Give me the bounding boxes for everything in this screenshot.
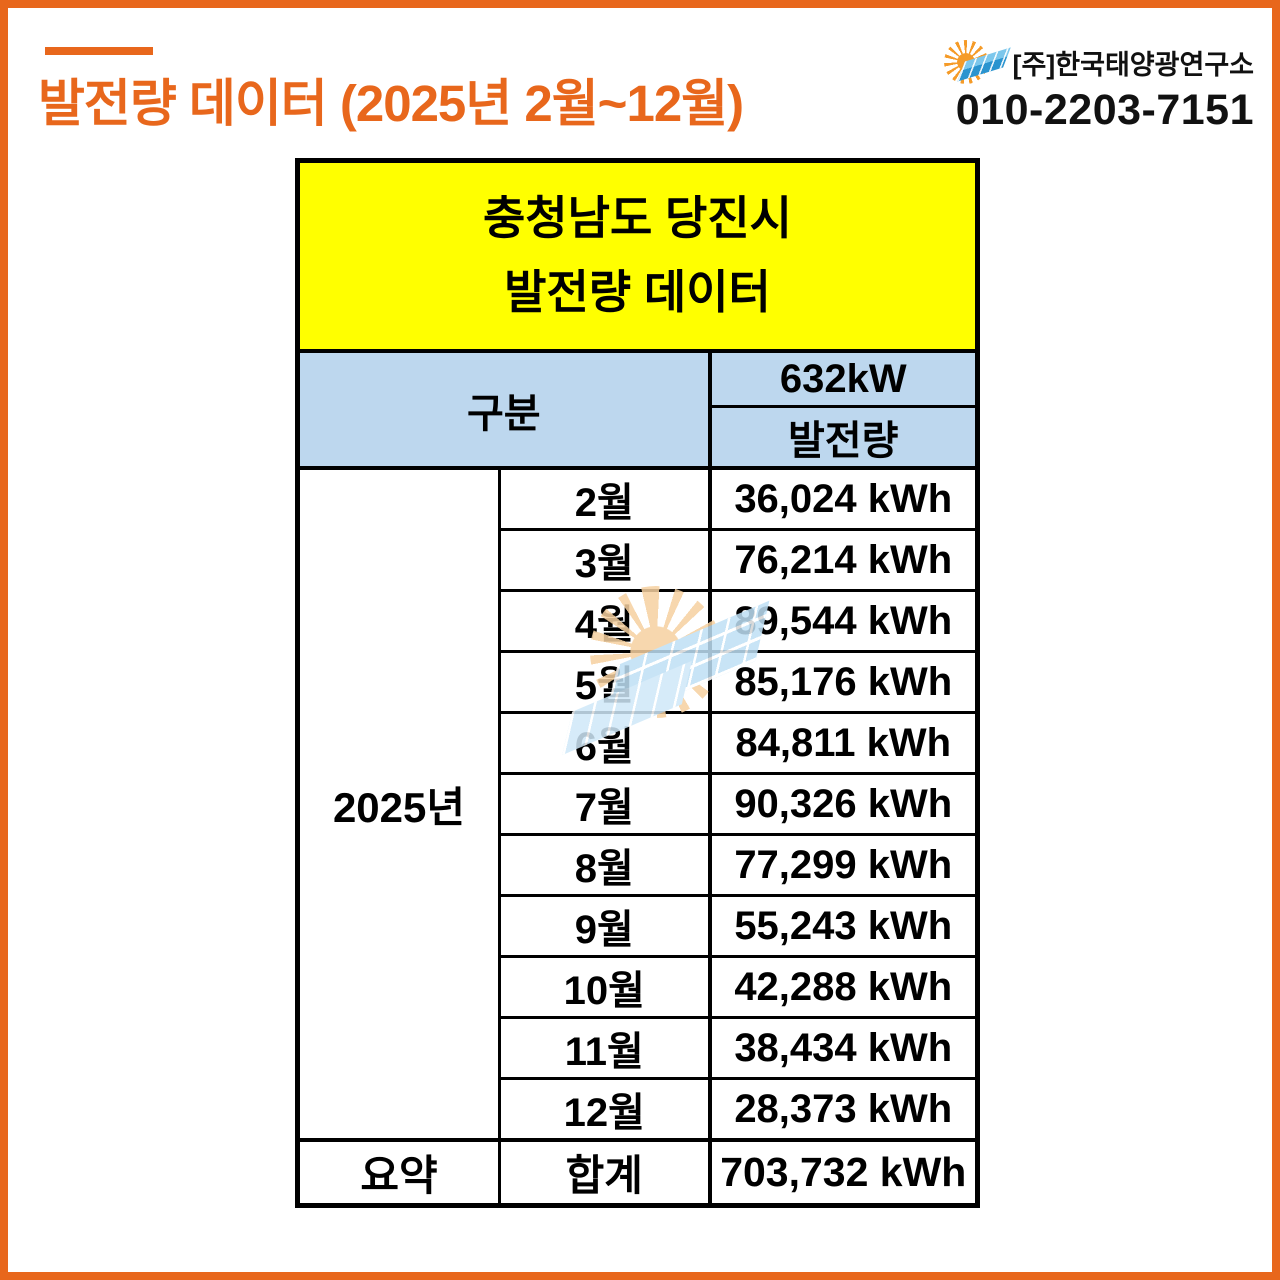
value-cell: 42,288 kWh	[707, 955, 981, 1019]
summary-total-value-cell: 703,732 kWh	[707, 1138, 981, 1208]
header-category-cell: 구분	[295, 349, 712, 470]
page-title: 발전량 데이터 (2025년 2월~12월)	[38, 75, 744, 132]
month-cell: 7월	[498, 772, 712, 836]
table-row: 3월 76,214 kWh	[298, 528, 981, 592]
value-cell: 77,299 kWh	[707, 833, 981, 897]
value-cell: 84,811 kWh	[707, 711, 981, 775]
header-capacity-cell: 632kW	[707, 349, 981, 408]
table-row: 7월 90,326 kWh	[298, 772, 981, 836]
brand-block: [주]한국태양광연구소 010-2203-7151	[944, 38, 1254, 135]
month-cell: 12월	[498, 1077, 712, 1142]
value-cell: 76,214 kWh	[707, 528, 981, 592]
value-cell: 36,024 kWh	[707, 466, 981, 531]
month-cell: 8월	[498, 833, 712, 897]
value-cell: 55,243 kWh	[707, 894, 981, 958]
generation-table-container: 충청남도 당진시 발전량 데이터 구분 632kW 발전량 2025년 2월 3…	[294, 158, 981, 1208]
brand-row: [주]한국태양광연구소	[944, 38, 1254, 86]
table-row: 11월 38,434 kWh	[298, 1016, 981, 1080]
header-row-1: 구분 632kW	[295, 349, 981, 470]
month-cell: 3월	[498, 528, 712, 592]
table-title-line2: 발전량 데이터	[504, 266, 771, 318]
year-cell: 2025년	[295, 466, 501, 1142]
month-cell: 9월	[498, 894, 712, 958]
summary-row: 요약 합계 703,732 kWh	[295, 1138, 981, 1208]
header-row-2: 발전량	[298, 405, 981, 470]
value-cell: 28,373 kWh	[707, 1077, 981, 1142]
month-cell: 2월	[498, 466, 712, 531]
table-row: 10월 42,288 kWh	[298, 955, 981, 1019]
sun-and-solar-panel-icon	[944, 38, 1012, 86]
phone-number: 010-2203-7151	[955, 86, 1254, 134]
title-accent-dash	[45, 47, 153, 55]
company-name: [주]한국태양광연구소	[1012, 49, 1254, 80]
value-cell: 38,434 kWh	[707, 1016, 981, 1080]
table-row: 9월 55,243 kWh	[298, 894, 981, 958]
summary-total-label-cell: 합계	[498, 1138, 712, 1208]
table-row: 2025년 2월 36,024 kWh	[295, 466, 981, 1142]
table-title-row: 충청남도 당진시 발전량 데이터	[294, 158, 981, 353]
value-cell: 85,176 kWh	[707, 650, 981, 714]
generation-data-table: 충청남도 당진시 발전량 데이터 구분 632kW 발전량 2025년 2월 3…	[294, 158, 981, 1208]
summary-label-cell: 요약	[295, 1138, 501, 1208]
month-cell: 10월	[498, 955, 712, 1019]
table-row: 12월 28,373 kWh	[298, 1077, 981, 1142]
month-cell: 11월	[498, 1016, 712, 1080]
table-title-cell: 충청남도 당진시 발전량 데이터	[294, 158, 981, 353]
month-cell: 6월	[498, 711, 712, 775]
value-cell: 89,544 kWh	[707, 589, 981, 653]
month-cell: 5월	[498, 650, 712, 714]
header-metric-cell: 발전량	[707, 405, 981, 470]
table-row: 8월 77,299 kWh	[298, 833, 981, 897]
table-title-line1: 충청남도 당진시	[482, 192, 793, 245]
month-cell: 4월	[498, 589, 712, 653]
value-cell: 90,326 kWh	[707, 772, 981, 836]
